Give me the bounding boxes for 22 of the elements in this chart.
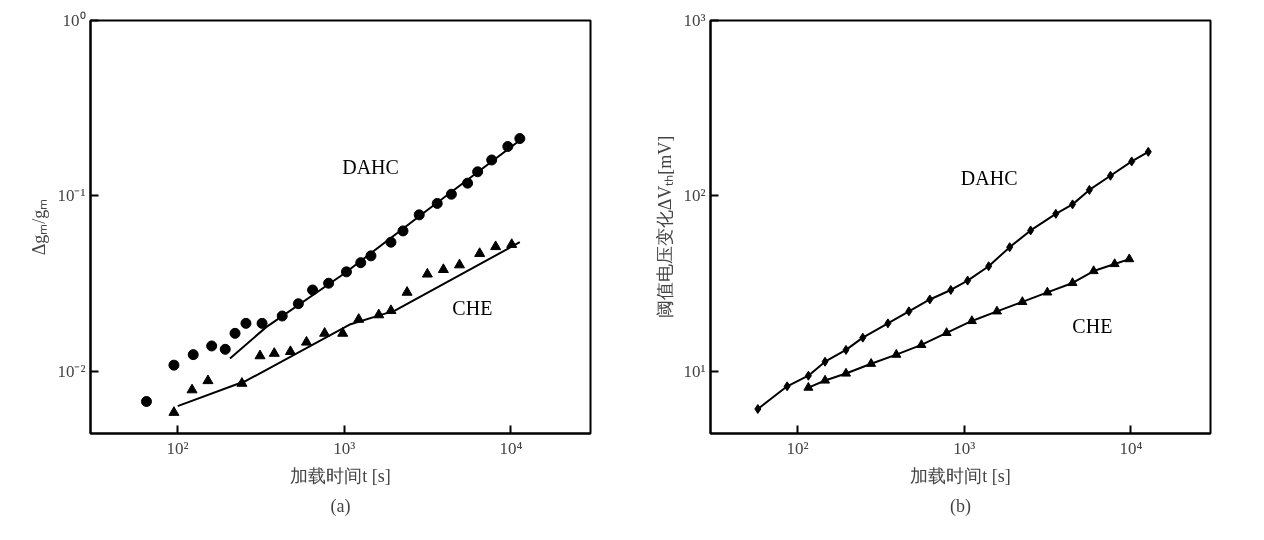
x-tick-label: 10⁴: [1119, 438, 1143, 458]
x-axis-title: 加载时间t [s]: [910, 465, 1011, 486]
x-tick-label: 10⁴: [499, 438, 523, 458]
y-tick-label: 10⁰: [62, 11, 86, 30]
y-tick-label: 10¹: [683, 361, 706, 381]
series-label: CHE: [452, 297, 493, 320]
x-tick-label: 10²: [166, 438, 189, 458]
y-tick-label: 10⁻²: [57, 361, 86, 381]
series-label: DAHC: [342, 156, 399, 179]
y-tick-label: 10²: [683, 186, 706, 206]
x-tick-label: 10³: [333, 438, 356, 458]
y-axis-title: 阈值电压变化ΔVₜₕ[mV]: [655, 135, 676, 319]
x-axis-title: 加载时间t [s]: [290, 465, 391, 486]
text: (b): [950, 495, 972, 517]
series-label: DAHC: [960, 166, 1018, 189]
y-axis-title: Δgₘ/gₘ: [29, 198, 50, 256]
x-tick-label: 10³: [953, 438, 976, 458]
text: (a): [330, 495, 351, 517]
series-label: CHE: [1072, 315, 1113, 338]
x-tick-label: 10²: [786, 438, 809, 458]
y-tick-label: 10⁻¹: [57, 186, 86, 206]
y-tick-label: 10³: [683, 11, 706, 30]
